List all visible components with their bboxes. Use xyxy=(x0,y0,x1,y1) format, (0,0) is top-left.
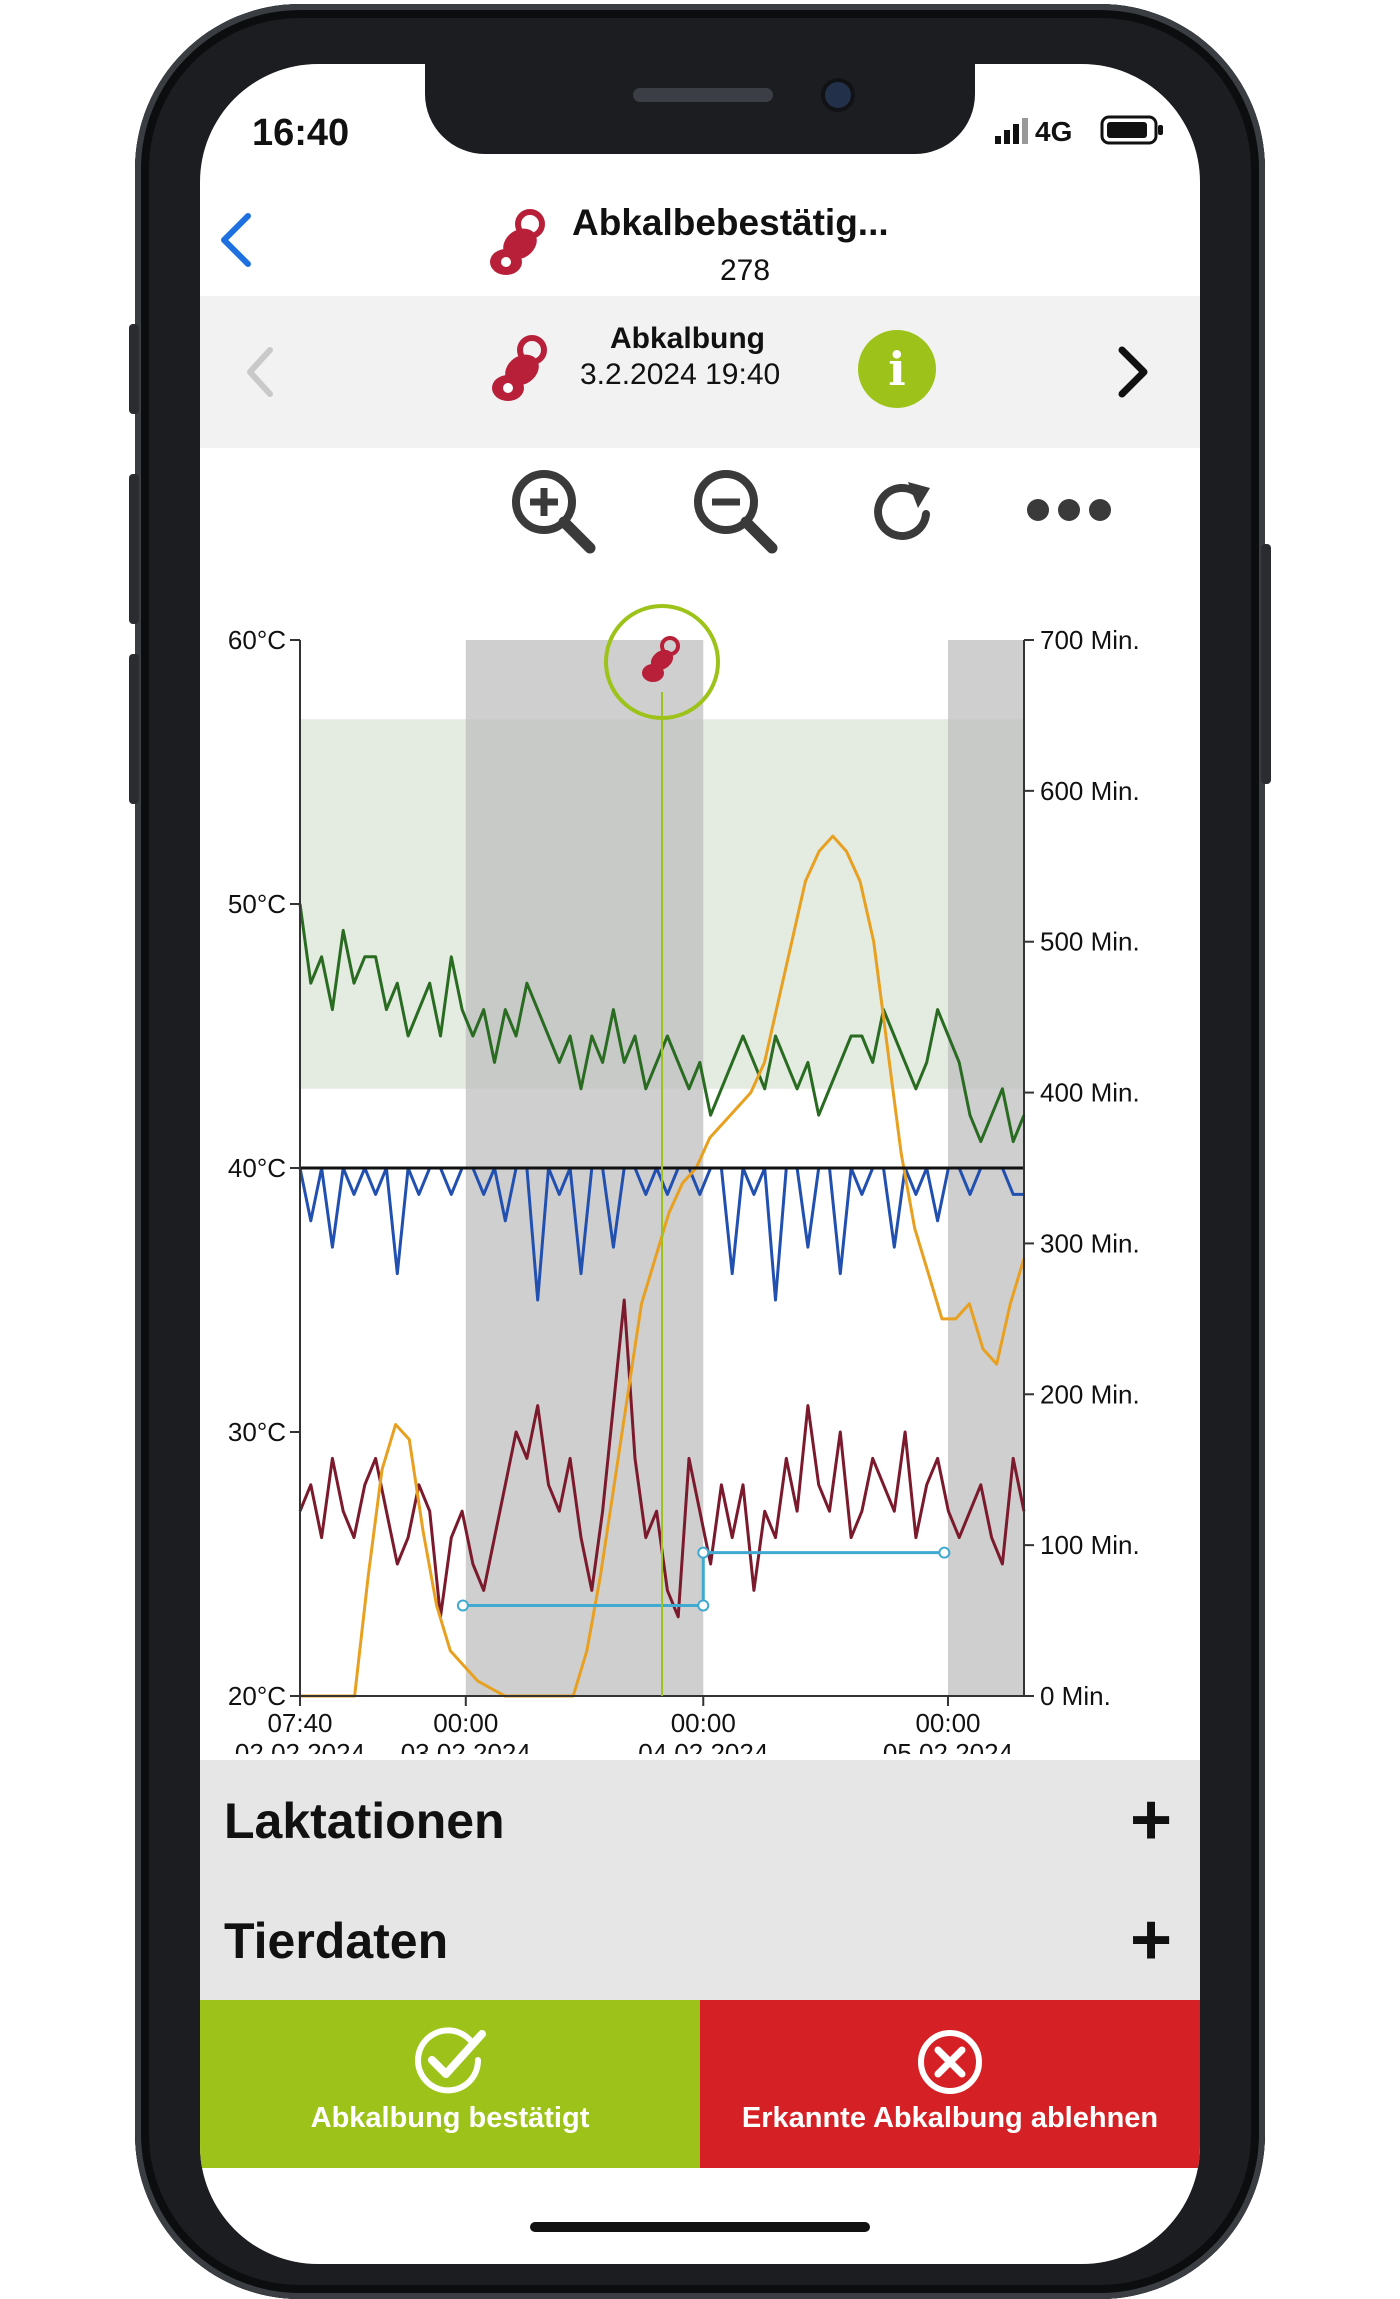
x-tick-date-label: 02.02.2024 xyxy=(235,1738,365,1754)
home-indicator xyxy=(530,2222,870,2232)
network-type: 4G xyxy=(1035,116,1073,147)
y-left-tick-label: 50°C xyxy=(228,889,286,919)
volume-down-button xyxy=(129,654,139,804)
series-line xyxy=(462,1551,945,1607)
series-point xyxy=(456,1599,469,1612)
event-navigator xyxy=(200,296,1200,448)
event-pacifier-icon xyxy=(492,335,547,401)
x-tick-time-label: 00:00 xyxy=(915,1708,980,1738)
page-subtitle: 278 xyxy=(720,254,771,287)
event-marker-circle[interactable] xyxy=(604,604,720,720)
y-right-tick-label: 300 Min. xyxy=(1040,1228,1140,1258)
expand-laktationen-icon[interactable]: + xyxy=(1129,1780,1172,1860)
refresh-icon[interactable] xyxy=(868,474,938,544)
section-laktationen[interactable]: Laktationen + xyxy=(200,1760,1200,1880)
y-right-tick-label: 700 Min. xyxy=(1040,625,1140,655)
section-tierdaten-label: Tierdaten xyxy=(224,1913,449,1969)
y-right-tick-label: 100 Min. xyxy=(1040,1530,1140,1560)
y-right-tick-label: 0 Min. xyxy=(1040,1681,1111,1711)
x-tick-date-label: 04.02.2024 xyxy=(638,1738,768,1754)
pacifier-icon xyxy=(490,209,545,275)
y-right-tick-label: 500 Min. xyxy=(1040,927,1140,957)
zoom-in-icon[interactable] xyxy=(506,464,598,556)
y-right-tick-label: 600 Min. xyxy=(1040,776,1140,806)
more-icon[interactable] xyxy=(1026,496,1112,524)
section-laktationen-label: Laktationen xyxy=(224,1793,505,1849)
event-marker[interactable] xyxy=(604,604,720,1696)
pacifier-shield xyxy=(642,664,664,682)
mute-switch xyxy=(129,324,139,414)
x-tick-time-label: 07:40 xyxy=(267,1708,332,1738)
front-camera xyxy=(825,82,851,108)
status-time: 16:40 xyxy=(252,112,350,154)
y-left-tick-label: 30°C xyxy=(228,1417,286,1447)
reject-calving-button[interactable]: Erkannte Abkalbung ablehnen xyxy=(700,2000,1200,2168)
power-button xyxy=(1261,544,1271,784)
page-title: Abkalbebestätig... xyxy=(572,202,889,243)
back-chevron-icon[interactable] xyxy=(216,212,256,268)
volume-up-button xyxy=(129,474,139,624)
speaker-grille xyxy=(633,88,773,102)
series-point xyxy=(697,1546,710,1559)
x-tick-date-label: 03.02.2024 xyxy=(401,1738,531,1754)
x-tick-time-label: 00:00 xyxy=(433,1708,498,1738)
check-circle-icon xyxy=(415,2027,486,2094)
info-button[interactable]: i xyxy=(858,330,936,408)
x-tick-date-label: 05.02.2024 xyxy=(883,1738,1013,1754)
close-circle-icon xyxy=(918,2030,982,2094)
app-screen: 16:40 4G Abkalbebestätig... 278 Abkalbun… xyxy=(200,64,1200,2264)
previous-event-chevron-icon[interactable] xyxy=(242,344,278,400)
y-left-tick-label: 60°C xyxy=(228,625,286,655)
y-left-tick-label: 40°C xyxy=(228,1153,286,1183)
event-marker-pacifier-icon xyxy=(642,636,680,682)
notch xyxy=(425,64,975,154)
y-left-tick-label: 20°C xyxy=(228,1681,286,1711)
confirm-calving-button[interactable]: Abkalbung bestätigt xyxy=(200,2000,700,2168)
confirm-calving-label: Abkalbung bestätigt xyxy=(310,2102,590,2134)
y-right-tick-label: 200 Min. xyxy=(1040,1379,1140,1409)
section-tierdaten[interactable]: Tierdaten + xyxy=(200,1880,1200,2000)
x-tick-time-label: 00:00 xyxy=(671,1708,736,1738)
y-right-tick-label: 400 Min. xyxy=(1040,1078,1140,1108)
signal-icon xyxy=(995,118,1028,144)
chart-axes: 60°C 50°C 40°C 30°C 20°C 700 Min. 600 Min. 500 … xyxy=(228,625,1140,1754)
expand-tierdaten-icon[interactable]: + xyxy=(1129,1900,1172,1980)
zoom-out-icon[interactable] xyxy=(688,464,780,556)
calving-sensor-chart[interactable]: 60°C 50°C 40°C 30°C 20°C 700 Min. 600 Min. 500 … xyxy=(200,464,1200,1754)
event-datetime: 3.2.2024 19:40 xyxy=(580,358,781,391)
event-title: Abkalbung xyxy=(610,322,765,355)
series-point xyxy=(697,1599,710,1612)
battery-icon xyxy=(1100,115,1163,145)
reject-calving-label: Erkannte Abkalbung ablehnen xyxy=(741,2102,1159,2134)
series-point xyxy=(938,1546,951,1559)
next-event-chevron-icon[interactable] xyxy=(1112,344,1152,400)
